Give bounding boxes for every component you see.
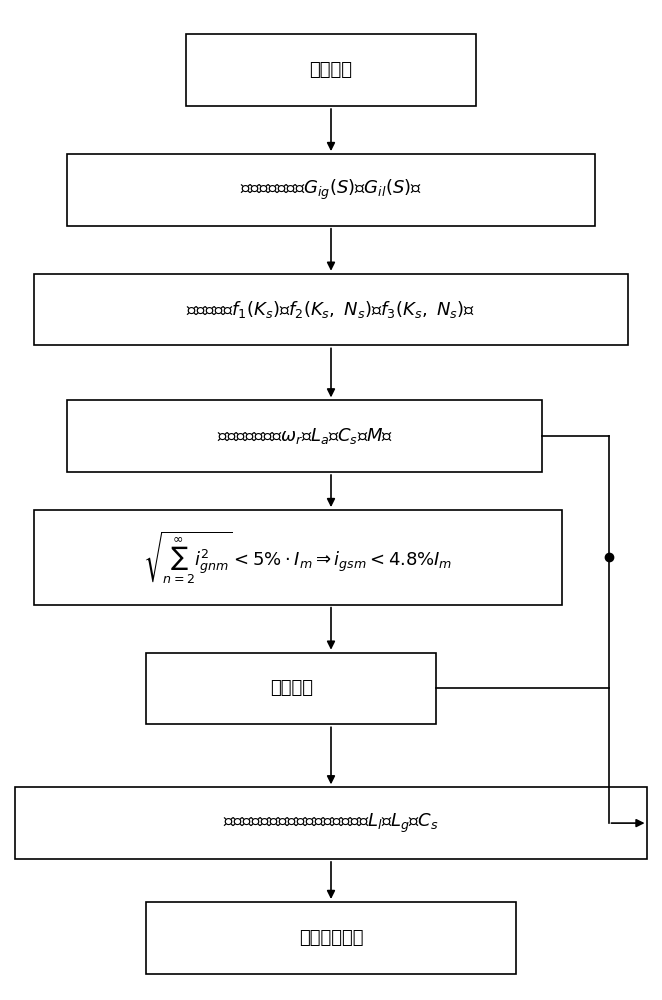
FancyBboxPatch shape	[146, 653, 436, 724]
Text: 求解传递函数（$G_{ig}(S)$、$G_{il}(S)$）: 求解传递函数（$G_{ig}(S)$、$G_{il}(S)$）	[240, 178, 422, 202]
FancyBboxPatch shape	[186, 34, 476, 106]
FancyBboxPatch shape	[146, 902, 516, 974]
Text: 明确限制条件（$\omega_r$、$L_a$、$C_s$、$M$）: 明确限制条件（$\omega_r$、$L_a$、$C_s$、$M$）	[216, 426, 393, 446]
FancyBboxPatch shape	[15, 787, 647, 859]
Text: 确定可选区域，选定参数，代回求解$L_l$、$L_g$、$C_s$: 确定可选区域，选定参数，代回求解$L_l$、$L_g$、$C_s$	[223, 812, 439, 835]
Text: 绘制图像: 绘制图像	[270, 679, 313, 697]
Text: $\sqrt{\sum_{n=2}^{\infty}i_{gnm}^2}<5\%\cdot I_m\Rightarrow i_{gsm}<4.8\%I_m$: $\sqrt{\sum_{n=2}^{\infty}i_{gnm}^2}<5\%…	[144, 529, 453, 586]
Text: 建立模型: 建立模型	[310, 61, 352, 79]
Text: 建立函数（$f_1(K_s)$、$f_2(K_s,\ N_s)$、$f_3(K_s,\ N_s)$）: 建立函数（$f_1(K_s)$、$f_2(K_s,\ N_s)$、$f_3(K_…	[186, 299, 476, 320]
FancyBboxPatch shape	[34, 510, 562, 605]
Text: 验证滤波效果: 验证滤波效果	[299, 929, 363, 947]
FancyBboxPatch shape	[34, 274, 628, 345]
FancyBboxPatch shape	[68, 400, 542, 472]
FancyBboxPatch shape	[68, 154, 594, 226]
